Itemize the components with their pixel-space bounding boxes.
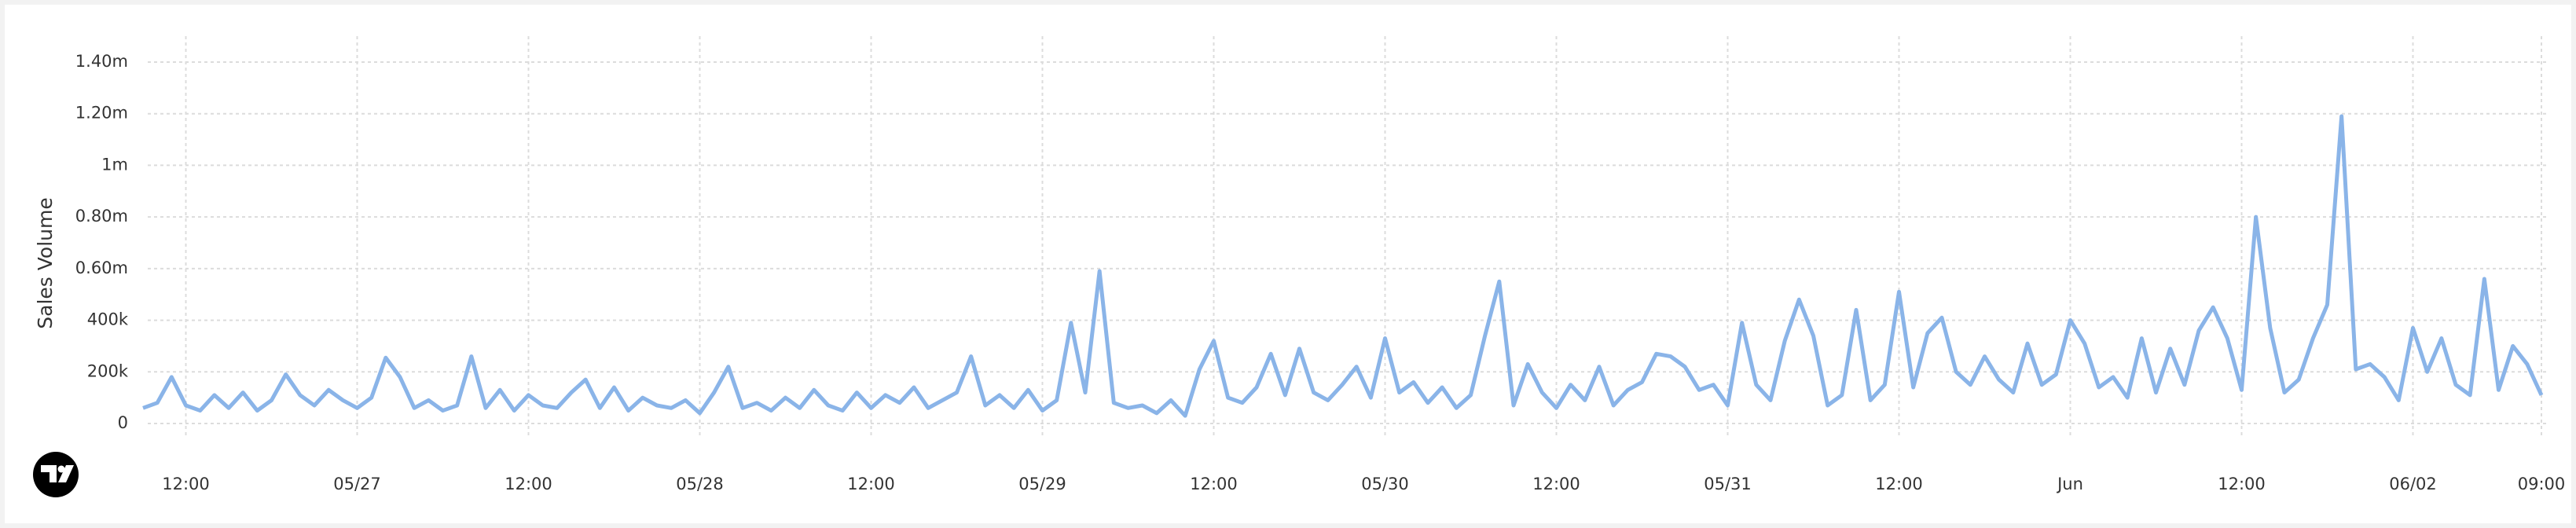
x-tick-label: Jun bbox=[2056, 475, 2083, 493]
x-tick-label: 12:00 bbox=[505, 475, 552, 493]
logo bbox=[33, 452, 79, 497]
x-tick-label: 12:00 bbox=[1190, 475, 1238, 493]
x-tick-label: 12:00 bbox=[162, 475, 210, 493]
logo-dot bbox=[57, 465, 65, 473]
y-axis-title: Sales Volume bbox=[34, 197, 57, 328]
x-tick-label: 12:00 bbox=[1532, 475, 1580, 493]
card bbox=[5, 5, 2571, 523]
x-tick-label: 09:00 bbox=[2518, 475, 2566, 493]
x-tick-label: 05/29 bbox=[1018, 475, 1066, 493]
x-tick-label: 12:00 bbox=[2218, 475, 2266, 493]
y-tick-label: 400k bbox=[87, 310, 129, 329]
x-tick-label: 12:00 bbox=[1875, 475, 1923, 493]
x-tick-label: 05/27 bbox=[333, 475, 381, 493]
logo-t bbox=[41, 465, 57, 482]
y-tick-label: 0.60m bbox=[75, 258, 128, 277]
y-tick-label: 0.80m bbox=[75, 207, 128, 226]
x-tick-label: 06/02 bbox=[2389, 475, 2437, 493]
line-series bbox=[142, 114, 2544, 418]
x-tick-label: 05/28 bbox=[676, 475, 724, 493]
logo-v bbox=[58, 465, 74, 482]
y-tick-label: 1.40m bbox=[75, 52, 128, 71]
y-tick-label: 0 bbox=[118, 413, 128, 432]
y-tick-label: 200k bbox=[87, 361, 129, 380]
y-tick-label: 1.20m bbox=[75, 104, 128, 123]
x-tick-label: 12:00 bbox=[847, 475, 895, 493]
x-tick-label: 05/31 bbox=[1704, 475, 1752, 493]
y-tick-label: 1m bbox=[101, 155, 128, 174]
x-tick-label: 05/30 bbox=[1361, 475, 1409, 493]
